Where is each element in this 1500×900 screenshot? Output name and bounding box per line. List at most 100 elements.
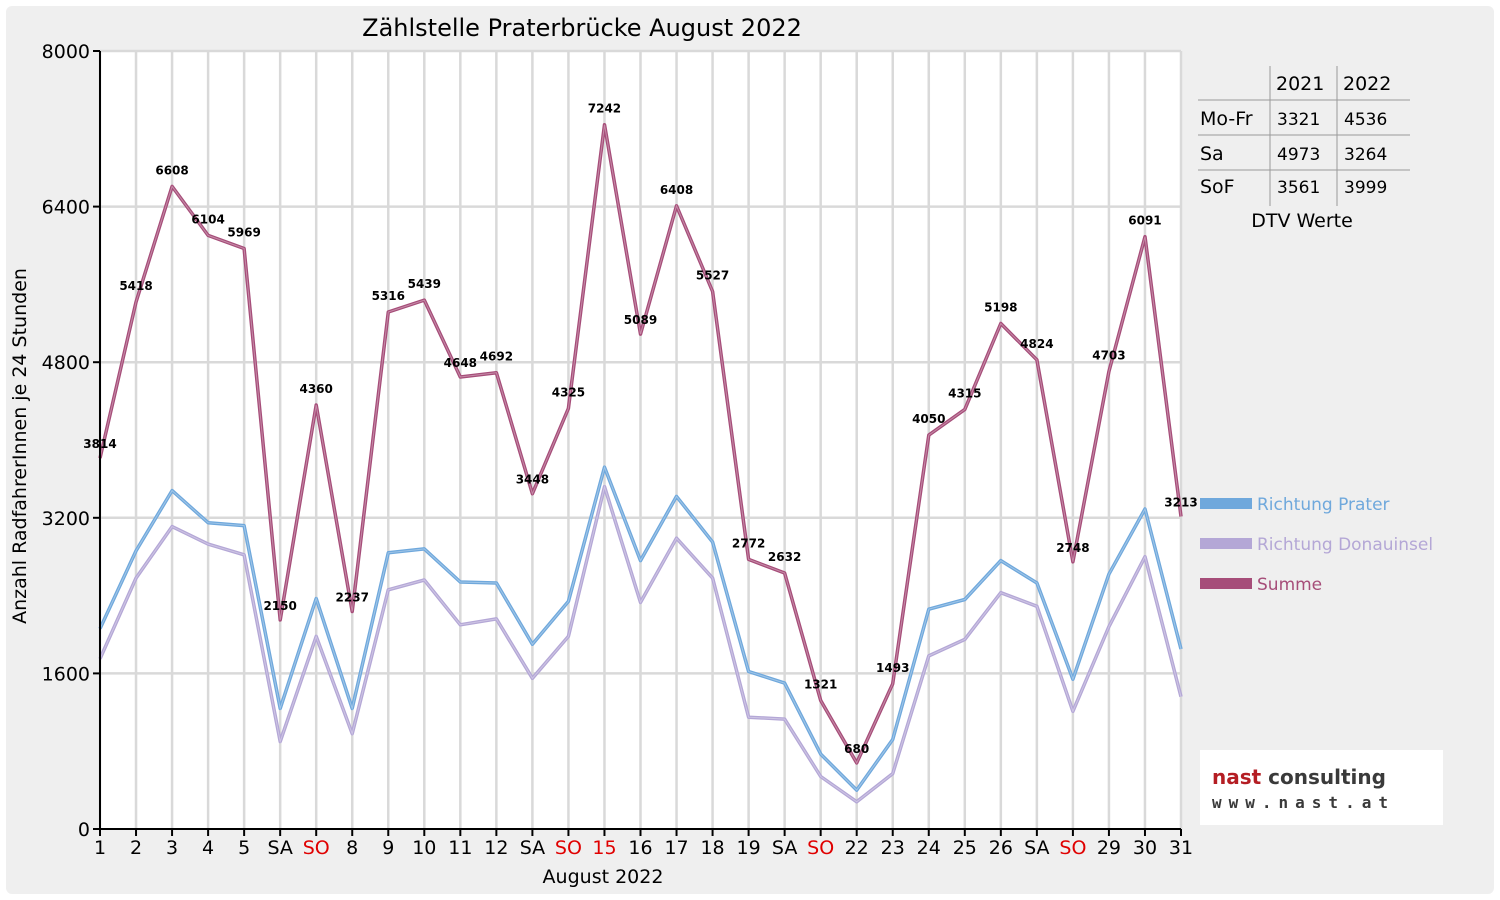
data-label: 5316 bbox=[372, 289, 405, 303]
dtv-cell: 3561 bbox=[1277, 178, 1320, 198]
chart-frame: 3814541866086104596921504360223753165439… bbox=[6, 6, 1494, 894]
dtv-row-label: Mo-Fr bbox=[1200, 108, 1253, 130]
series-line-highlight bbox=[99, 465, 1182, 791]
dtv-row-label: Sa bbox=[1200, 143, 1224, 165]
dtv-cell: 4536 bbox=[1344, 110, 1387, 130]
y-tick-label: 6400 bbox=[42, 197, 90, 219]
legend-label: Richtung Prater bbox=[1257, 495, 1390, 515]
chart-title: Zählstelle Praterbrücke August 2022 bbox=[362, 14, 802, 42]
x-tick-label: 23 bbox=[881, 837, 905, 859]
x-tick-label: 24 bbox=[917, 837, 941, 859]
x-tick-label: 11 bbox=[448, 837, 472, 859]
grid bbox=[98, 49, 1183, 829]
x-tick-label: 22 bbox=[845, 837, 869, 859]
dtv-cell: 3999 bbox=[1344, 178, 1387, 198]
data-label: 5198 bbox=[984, 300, 1017, 314]
data-label: 5439 bbox=[408, 277, 441, 291]
x-tick-label: 16 bbox=[628, 837, 652, 859]
data-label: 1493 bbox=[876, 661, 909, 675]
x-tick-label: 18 bbox=[700, 837, 724, 859]
data-label: 5527 bbox=[696, 268, 729, 282]
data-labels: 3814541866086104596921504360223753165439… bbox=[83, 102, 1197, 756]
data-label: 4648 bbox=[444, 356, 477, 370]
x-tick-label: SA bbox=[1024, 837, 1049, 859]
x-tick-label: 1 bbox=[94, 837, 106, 859]
x-axis-label: August 2022 bbox=[543, 866, 664, 888]
y-tick-label: 8000 bbox=[42, 41, 90, 63]
data-label: 2632 bbox=[768, 550, 801, 564]
x-tick-label: 4 bbox=[202, 837, 214, 859]
legend-swatch bbox=[1200, 578, 1252, 589]
y-tick-label: 0 bbox=[78, 819, 90, 841]
x-tick-label: 19 bbox=[737, 837, 761, 859]
data-label: 2150 bbox=[263, 599, 296, 613]
x-tick-label: SO bbox=[303, 837, 330, 859]
dtv-cell: 3264 bbox=[1344, 145, 1387, 165]
x-tick-label: SA bbox=[520, 837, 545, 859]
data-label: 6608 bbox=[155, 163, 188, 177]
y-tick-label: 1600 bbox=[42, 663, 90, 685]
series-line-summe bbox=[98, 122, 1183, 765]
data-label: 4692 bbox=[480, 350, 513, 364]
x-tick-label: 17 bbox=[664, 837, 688, 859]
data-label: 4050 bbox=[912, 412, 945, 426]
data-label: 4360 bbox=[299, 382, 332, 396]
legend-swatch bbox=[1200, 498, 1252, 509]
data-label: 2772 bbox=[732, 536, 765, 550]
x-tick-label: 29 bbox=[1097, 837, 1121, 859]
dtv-cell: 3321 bbox=[1277, 110, 1320, 130]
y-tick-label: 3200 bbox=[42, 508, 90, 530]
x-tick-label: 5 bbox=[238, 837, 250, 859]
data-label: 2748 bbox=[1056, 541, 1089, 555]
x-tick-label: SO bbox=[555, 837, 582, 859]
series-line-highlight bbox=[99, 124, 1182, 764]
data-label: 5418 bbox=[119, 279, 152, 293]
x-tick-label: 12 bbox=[484, 837, 508, 859]
data-label: 3213 bbox=[1164, 496, 1197, 510]
dtv-header-2021: 2021 bbox=[1276, 73, 1324, 95]
logo-name: nast consulting bbox=[1212, 765, 1386, 789]
logo-background bbox=[1200, 750, 1443, 825]
data-label: 6408 bbox=[660, 183, 693, 197]
x-tick-label: SA bbox=[772, 837, 797, 859]
data-label: 4315 bbox=[948, 386, 981, 400]
y-tick-label: 4800 bbox=[42, 352, 90, 374]
data-label: 4824 bbox=[1020, 337, 1053, 351]
legend-label: Summe bbox=[1257, 575, 1322, 595]
nast-consulting-logo: nast consulting www.nast.at bbox=[1200, 750, 1443, 825]
legend: Richtung Prater Richtung Donauinsel Summe bbox=[1200, 495, 1433, 595]
data-label: 5089 bbox=[624, 313, 657, 327]
data-label: 680 bbox=[844, 742, 869, 756]
x-tick-label: 30 bbox=[1133, 837, 1157, 859]
dtv-table: 2021 2022 Mo-Fr 3321 4536 Sa 4973 3264 S… bbox=[1198, 66, 1410, 232]
series-line-richtung-donauinsel bbox=[98, 484, 1183, 804]
x-tick-label: 2 bbox=[130, 837, 142, 859]
data-label: 4703 bbox=[1092, 349, 1125, 363]
series-line-highlight bbox=[99, 484, 1182, 803]
x-tick-label: SA bbox=[267, 837, 292, 859]
x-tick-label: SO bbox=[807, 837, 834, 859]
x-tick-label: 26 bbox=[989, 837, 1013, 859]
x-tick-label: 25 bbox=[953, 837, 977, 859]
dtv-cell: 4973 bbox=[1277, 145, 1320, 165]
x-tick-label: 8 bbox=[346, 837, 358, 859]
x-tick-label: SO bbox=[1059, 837, 1086, 859]
data-label: 1321 bbox=[804, 678, 837, 692]
dtv-caption: DTV Werte bbox=[1251, 210, 1353, 232]
x-tick-label: 9 bbox=[382, 837, 394, 859]
data-label: 4325 bbox=[552, 385, 585, 399]
legend-label: Richtung Donauinsel bbox=[1257, 535, 1433, 555]
series-line-richtung-prater bbox=[98, 465, 1183, 792]
chart: 3814541866086104596921504360223753165439… bbox=[9, 14, 1443, 888]
data-label: 3448 bbox=[516, 473, 549, 487]
dtv-row-label: SoF bbox=[1200, 176, 1235, 198]
x-tick-label: 15 bbox=[592, 837, 616, 859]
data-label: 2237 bbox=[336, 590, 369, 604]
x-tick-label: 3 bbox=[166, 837, 178, 859]
dtv-header-2022: 2022 bbox=[1343, 73, 1391, 95]
series-lines bbox=[98, 122, 1183, 804]
data-label: 6104 bbox=[191, 212, 224, 226]
logo-url: www.nast.at bbox=[1212, 793, 1395, 812]
data-label: 6091 bbox=[1128, 214, 1161, 228]
